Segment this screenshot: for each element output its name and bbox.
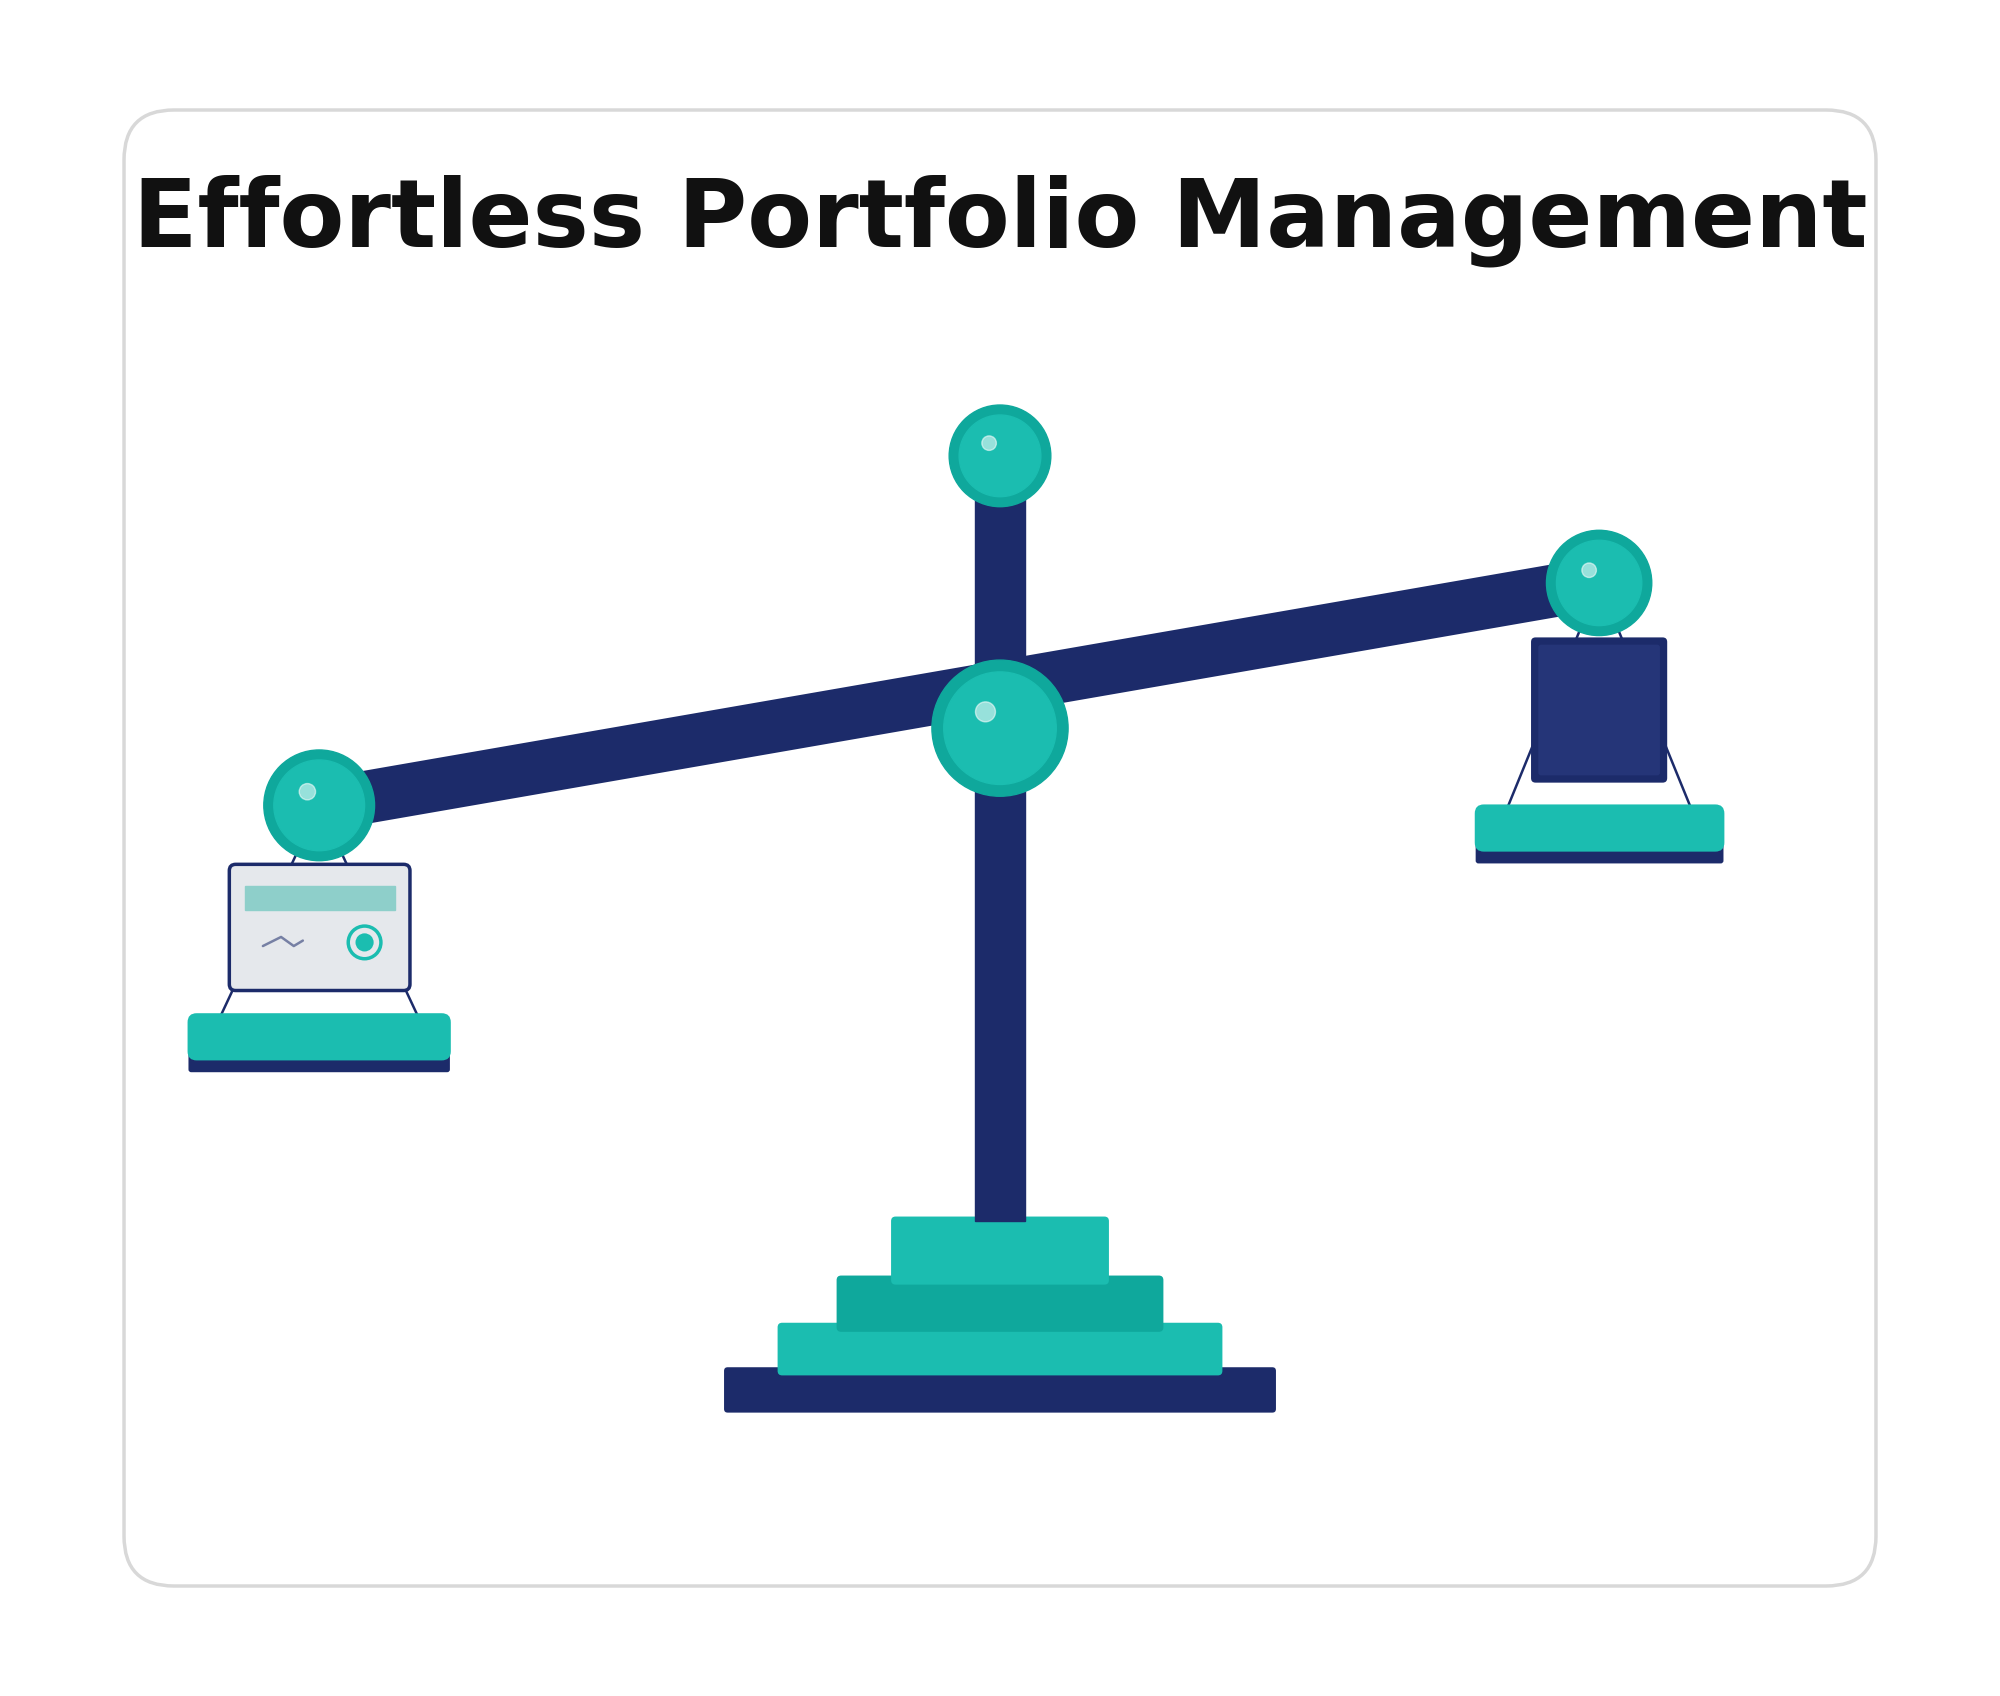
FancyBboxPatch shape bbox=[1474, 804, 1724, 851]
Circle shape bbox=[982, 436, 996, 451]
Circle shape bbox=[1582, 563, 1596, 578]
FancyBboxPatch shape bbox=[188, 1046, 450, 1072]
Bar bbox=[976, 465, 1026, 1221]
Circle shape bbox=[1546, 531, 1652, 636]
FancyBboxPatch shape bbox=[230, 865, 410, 990]
FancyBboxPatch shape bbox=[892, 1216, 1108, 1284]
FancyBboxPatch shape bbox=[1538, 644, 1660, 775]
Circle shape bbox=[976, 702, 996, 722]
FancyBboxPatch shape bbox=[724, 1367, 1276, 1413]
FancyBboxPatch shape bbox=[124, 110, 1876, 1586]
Circle shape bbox=[264, 750, 374, 860]
Circle shape bbox=[932, 660, 1068, 795]
Circle shape bbox=[960, 416, 1040, 497]
Text: Effortless Portfolio Management: Effortless Portfolio Management bbox=[132, 175, 1868, 266]
Circle shape bbox=[356, 933, 374, 951]
Circle shape bbox=[944, 672, 1056, 785]
Circle shape bbox=[274, 760, 364, 851]
Circle shape bbox=[300, 784, 316, 801]
Circle shape bbox=[950, 405, 1050, 507]
Circle shape bbox=[1556, 541, 1642, 626]
FancyBboxPatch shape bbox=[778, 1323, 1222, 1375]
FancyBboxPatch shape bbox=[1476, 838, 1724, 863]
FancyBboxPatch shape bbox=[188, 1013, 450, 1060]
Bar bbox=[244, 885, 394, 909]
FancyBboxPatch shape bbox=[836, 1275, 1164, 1331]
FancyBboxPatch shape bbox=[1532, 638, 1668, 782]
